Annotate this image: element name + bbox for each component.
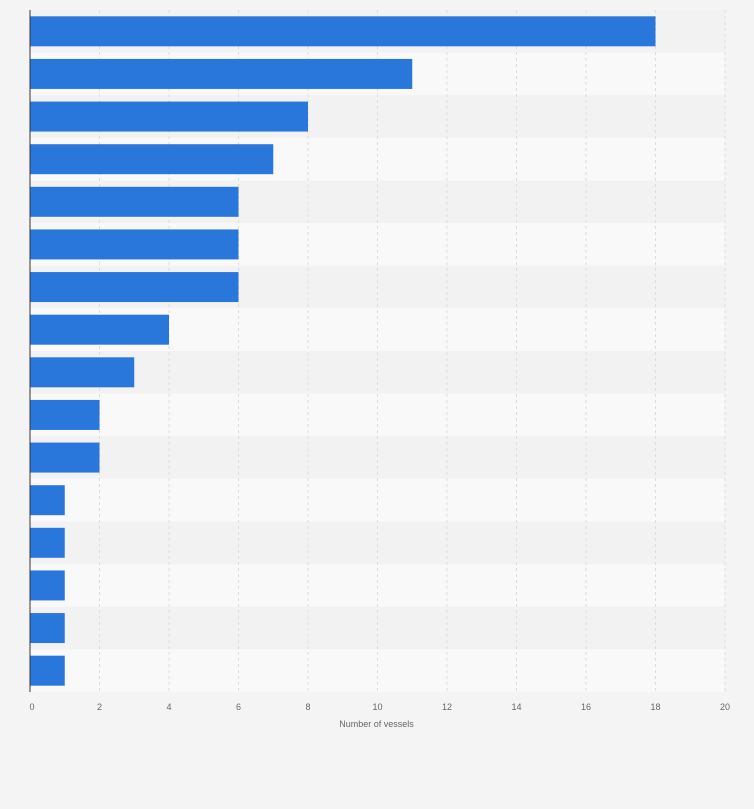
x-tick-label: 4 (166, 702, 171, 712)
x-tick-label: 12 (442, 702, 452, 712)
bar (30, 58, 413, 89)
bar (30, 229, 239, 260)
x-tick-label: 18 (650, 702, 660, 712)
bar (30, 186, 239, 217)
bar (30, 272, 239, 303)
x-tick-label: 10 (372, 702, 382, 712)
x-tick-label: 16 (581, 702, 591, 712)
bar (30, 399, 100, 430)
bar (30, 144, 274, 175)
bars (30, 16, 656, 686)
x-tick-label: 20 (720, 702, 730, 712)
x-tick-label: 0 (29, 702, 34, 712)
bar (30, 655, 65, 686)
bar (30, 613, 65, 644)
x-tick-label: 8 (305, 702, 310, 712)
bar (30, 442, 100, 473)
x-axis-ticks: 0 2 4 6 8 10 12 14 16 18 20 (29, 702, 730, 712)
bar (30, 357, 135, 388)
bar (30, 570, 65, 601)
bar (30, 485, 65, 516)
bar (30, 527, 65, 558)
x-tick-label: 2 (97, 702, 102, 712)
x-tick-label: 6 (236, 702, 241, 712)
x-tick-label: 14 (511, 702, 521, 712)
bar (30, 314, 169, 345)
bar (30, 101, 308, 132)
x-axis-title: Number of vessels (339, 719, 414, 729)
bar (30, 16, 656, 47)
